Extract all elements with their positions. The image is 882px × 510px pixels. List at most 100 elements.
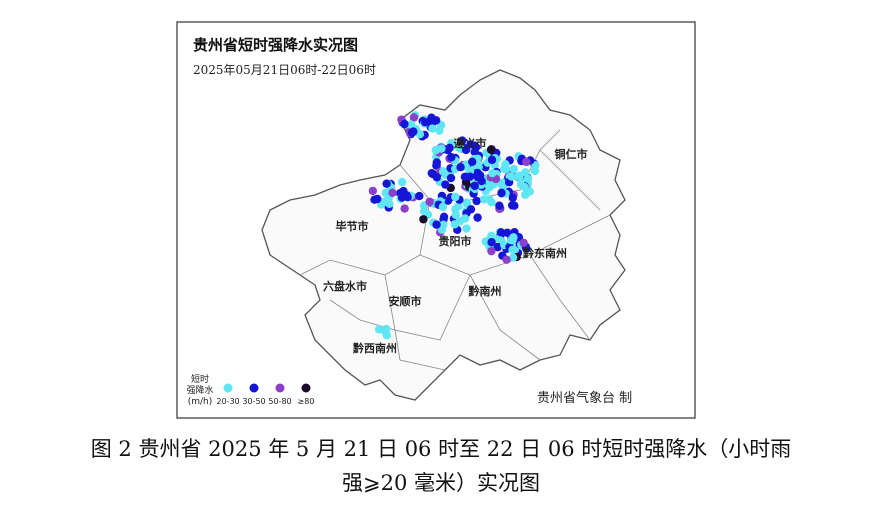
station-dot — [501, 160, 510, 169]
city-label: 安顺市 — [389, 294, 422, 308]
legend-label: 30-50 — [242, 397, 265, 406]
station-dot — [508, 253, 518, 262]
legend-swatch — [249, 383, 259, 393]
station-dot — [466, 205, 476, 214]
station-dot — [428, 117, 438, 127]
station-dot — [381, 188, 390, 198]
legend-swatch — [301, 383, 311, 393]
station-dot — [439, 220, 448, 230]
station-dot — [400, 204, 409, 213]
station-dot — [419, 215, 428, 224]
city-label: 毕节市 — [336, 219, 369, 233]
city-label: 遵义市 — [454, 136, 487, 150]
station-dot — [443, 196, 453, 205]
station-dot — [509, 233, 518, 242]
station-dot — [472, 196, 481, 206]
station-dot — [498, 182, 508, 191]
station-dot — [373, 194, 382, 204]
station-dot — [522, 157, 531, 167]
station-dot — [432, 161, 441, 170]
station-dot — [435, 126, 444, 135]
station-dot — [513, 172, 523, 181]
station-dot — [521, 168, 530, 177]
station-dot — [438, 202, 448, 212]
city-label: 黔南州 — [469, 284, 502, 298]
legend-title: 强降水 — [186, 384, 213, 396]
station-dot — [438, 167, 448, 176]
station-dot — [488, 168, 497, 178]
prefecture-borders — [299, 129, 611, 371]
station-dot — [470, 181, 479, 191]
station-dot — [368, 186, 378, 196]
station-dot — [447, 153, 456, 162]
legend-label: ≥80 — [298, 397, 315, 406]
station-dot — [502, 255, 511, 264]
station-dot — [509, 164, 518, 174]
station-dot — [486, 145, 496, 154]
city-label: 黔东南州 — [523, 246, 567, 260]
station-dot — [382, 179, 391, 188]
station-dot — [516, 180, 526, 189]
station-dot — [510, 201, 519, 210]
station-dot — [451, 205, 460, 214]
station-dot — [487, 246, 496, 256]
station-dot — [441, 180, 450, 189]
station-dot — [477, 176, 486, 186]
station-dot — [406, 120, 416, 129]
station-dot — [409, 113, 419, 122]
station-dot — [468, 157, 477, 166]
station-dot — [530, 166, 540, 176]
caption-line: 图 2 贵州省 2025 年 5 月 21 日 06 时至 22 日 06 时短… — [91, 437, 792, 461]
station-dot — [523, 174, 533, 183]
station-dot — [415, 191, 424, 201]
station-dot — [432, 220, 441, 229]
station-dot — [437, 144, 446, 153]
city-label: 铜仁市 — [554, 147, 588, 161]
station-dot — [487, 198, 496, 207]
city-label: 黔西南州 — [353, 341, 397, 355]
station-dot — [415, 129, 425, 139]
caption-line: 强⩾20 毫米）实况图 — [342, 471, 540, 495]
station-dots — [368, 111, 540, 340]
station-dot — [450, 220, 459, 229]
city-label: 贵阳市 — [439, 234, 472, 248]
station-dot — [397, 177, 407, 187]
station-dot — [456, 163, 465, 172]
station-dot — [460, 172, 470, 182]
station-dot — [400, 119, 409, 129]
station-dot — [460, 214, 470, 223]
province-outline — [261, 69, 626, 401]
province-map — [261, 69, 626, 401]
station-dot — [497, 188, 506, 198]
station-dot — [466, 140, 475, 149]
map-subtitle: 2025年05月21日06时-22日06时 — [193, 63, 376, 77]
legend-title: 短时 — [191, 373, 209, 385]
credit: 贵州省气象台 制 — [537, 390, 632, 406]
station-dot — [461, 145, 471, 155]
station-dot — [507, 172, 516, 181]
station-dot — [487, 238, 496, 247]
station-dot — [462, 224, 471, 233]
station-dot — [439, 212, 449, 221]
station-dot — [421, 118, 430, 127]
map-title: 贵州省短时强降水实况图 — [193, 36, 358, 54]
station-dot — [374, 325, 384, 334]
station-dot — [494, 234, 504, 244]
station-dot — [462, 198, 471, 207]
station-dot — [446, 173, 456, 183]
legend-swatch — [223, 383, 233, 393]
station-dot — [451, 192, 460, 202]
station-dot — [493, 242, 502, 252]
legend-swatch — [275, 383, 285, 393]
legend-label: 50-80 — [268, 397, 291, 406]
station-dot — [508, 193, 517, 203]
legend-label: 20-30 — [216, 397, 239, 406]
station-dot — [495, 201, 504, 210]
station-dot — [385, 199, 394, 208]
station-dot — [508, 245, 517, 255]
station-dot — [487, 155, 497, 165]
station-dot — [388, 188, 397, 197]
city-label: 六盘水市 — [323, 279, 367, 293]
